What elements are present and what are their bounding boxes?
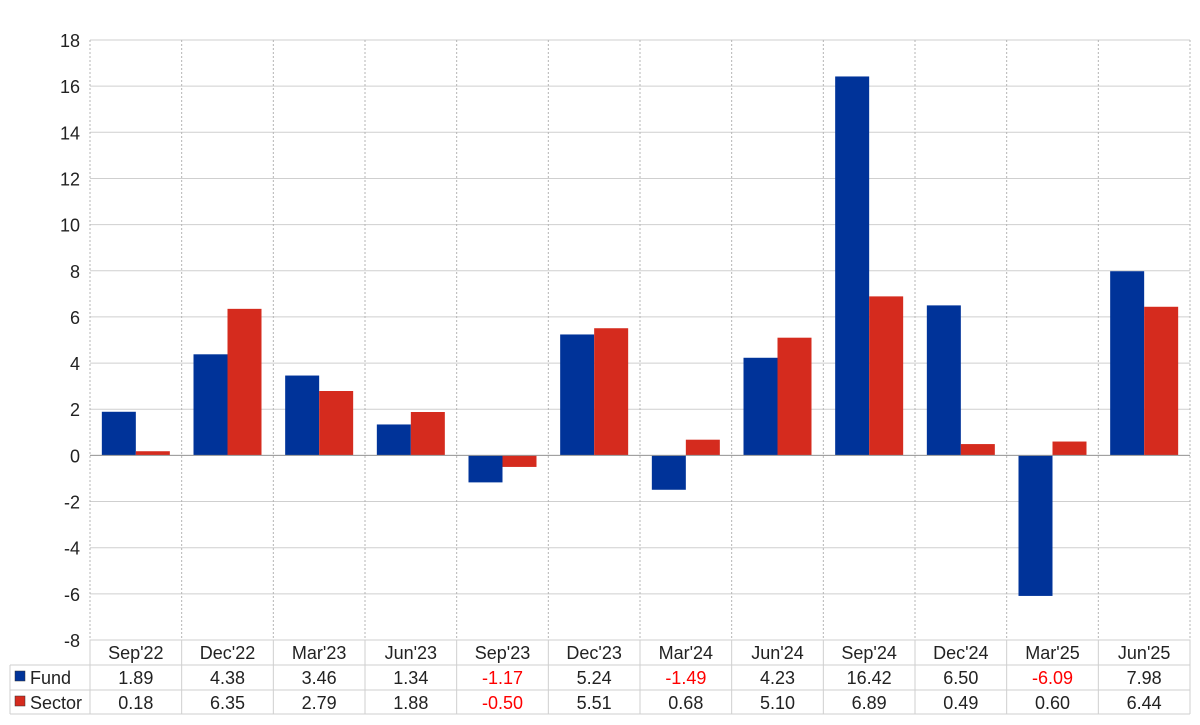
- data-label: 6.50: [943, 668, 978, 688]
- bar-sector: [1144, 306, 1179, 456]
- y-tick-label: 8: [70, 262, 80, 282]
- x-tick-label: Dec'24: [933, 643, 988, 663]
- legend-swatch-fund: [14, 670, 26, 682]
- bar-sector: [685, 439, 720, 456]
- y-tick-label: 18: [60, 31, 80, 51]
- data-label: 0.49: [943, 693, 978, 713]
- data-label: 2.79: [302, 693, 337, 713]
- bar-fund: [651, 455, 686, 490]
- x-tick-label: Sep'22: [108, 643, 164, 663]
- data-label: 6.44: [1127, 693, 1162, 713]
- bar-fund: [285, 375, 320, 456]
- data-label: 5.51: [577, 693, 612, 713]
- data-label: 1.88: [393, 693, 428, 713]
- y-tick-label: -2: [64, 493, 80, 513]
- x-tick-label: Jun'23: [385, 643, 437, 663]
- data-label: 6.89: [852, 693, 887, 713]
- bar-fund: [926, 305, 961, 456]
- y-tick-label: 2: [70, 400, 80, 420]
- y-tick-label: -6: [64, 585, 80, 605]
- data-label: 4.23: [760, 668, 795, 688]
- bar-fund: [560, 334, 595, 456]
- data-label: 5.10: [760, 693, 795, 713]
- legend-label-fund: Fund: [30, 668, 71, 688]
- x-tick-label: Sep'23: [475, 643, 531, 663]
- data-label: 16.42: [847, 668, 892, 688]
- bar-sector: [502, 455, 537, 467]
- y-tick-label: 10: [60, 216, 80, 236]
- y-tick-label: 16: [60, 77, 80, 97]
- x-tick-label: Mar'24: [659, 643, 713, 663]
- data-label: -1.17: [482, 668, 523, 688]
- x-tick-label: Jun'24: [751, 643, 803, 663]
- x-tick-label: Dec'22: [200, 643, 255, 663]
- data-label: 1.34: [393, 668, 428, 688]
- data-label: -6.09: [1032, 668, 1073, 688]
- bar-fund: [376, 424, 411, 456]
- data-label: 5.24: [577, 668, 612, 688]
- bar-sector: [960, 444, 995, 456]
- legend-label-sector: Sector: [30, 693, 82, 713]
- x-tick-label: Mar'23: [292, 643, 346, 663]
- y-tick-label: 0: [70, 446, 80, 466]
- bar-sector: [869, 296, 904, 456]
- bar-fund: [743, 357, 778, 456]
- bar-fund: [193, 354, 228, 456]
- x-tick-label: Jun'25: [1118, 643, 1170, 663]
- data-label: 0.68: [668, 693, 703, 713]
- data-label: 6.35: [210, 693, 245, 713]
- bar-fund: [1018, 455, 1053, 596]
- legend-swatch-sector: [14, 695, 26, 707]
- bar-sector: [777, 337, 812, 456]
- bar-sector: [594, 328, 629, 456]
- y-tick-label: -8: [64, 631, 80, 651]
- x-tick-label: Dec'23: [566, 643, 621, 663]
- x-tick-label: Mar'25: [1025, 643, 1079, 663]
- bar-fund: [835, 76, 870, 456]
- data-label: 7.98: [1127, 668, 1162, 688]
- data-label: 3.46: [302, 668, 337, 688]
- bar-sector: [227, 308, 262, 456]
- x-tick-label: Sep'24: [841, 643, 897, 663]
- bar-sector: [1052, 441, 1087, 456]
- data-label: 1.89: [118, 668, 153, 688]
- bar-fund: [468, 455, 503, 483]
- data-label: 4.38: [210, 668, 245, 688]
- data-label: 0.60: [1035, 693, 1070, 713]
- y-tick-label: -4: [64, 539, 80, 559]
- data-label: -0.50: [482, 693, 523, 713]
- y-tick-label: 14: [60, 123, 80, 143]
- bar-sector: [319, 391, 354, 456]
- y-tick-label: 4: [70, 354, 80, 374]
- data-label: -1.49: [665, 668, 706, 688]
- bar-sector: [410, 412, 445, 456]
- data-label: 0.18: [118, 693, 153, 713]
- bar-fund: [101, 411, 136, 456]
- bar-fund: [1110, 271, 1145, 456]
- bar-sector: [135, 451, 170, 456]
- y-tick-label: 12: [60, 169, 80, 189]
- y-tick-label: 6: [70, 308, 80, 328]
